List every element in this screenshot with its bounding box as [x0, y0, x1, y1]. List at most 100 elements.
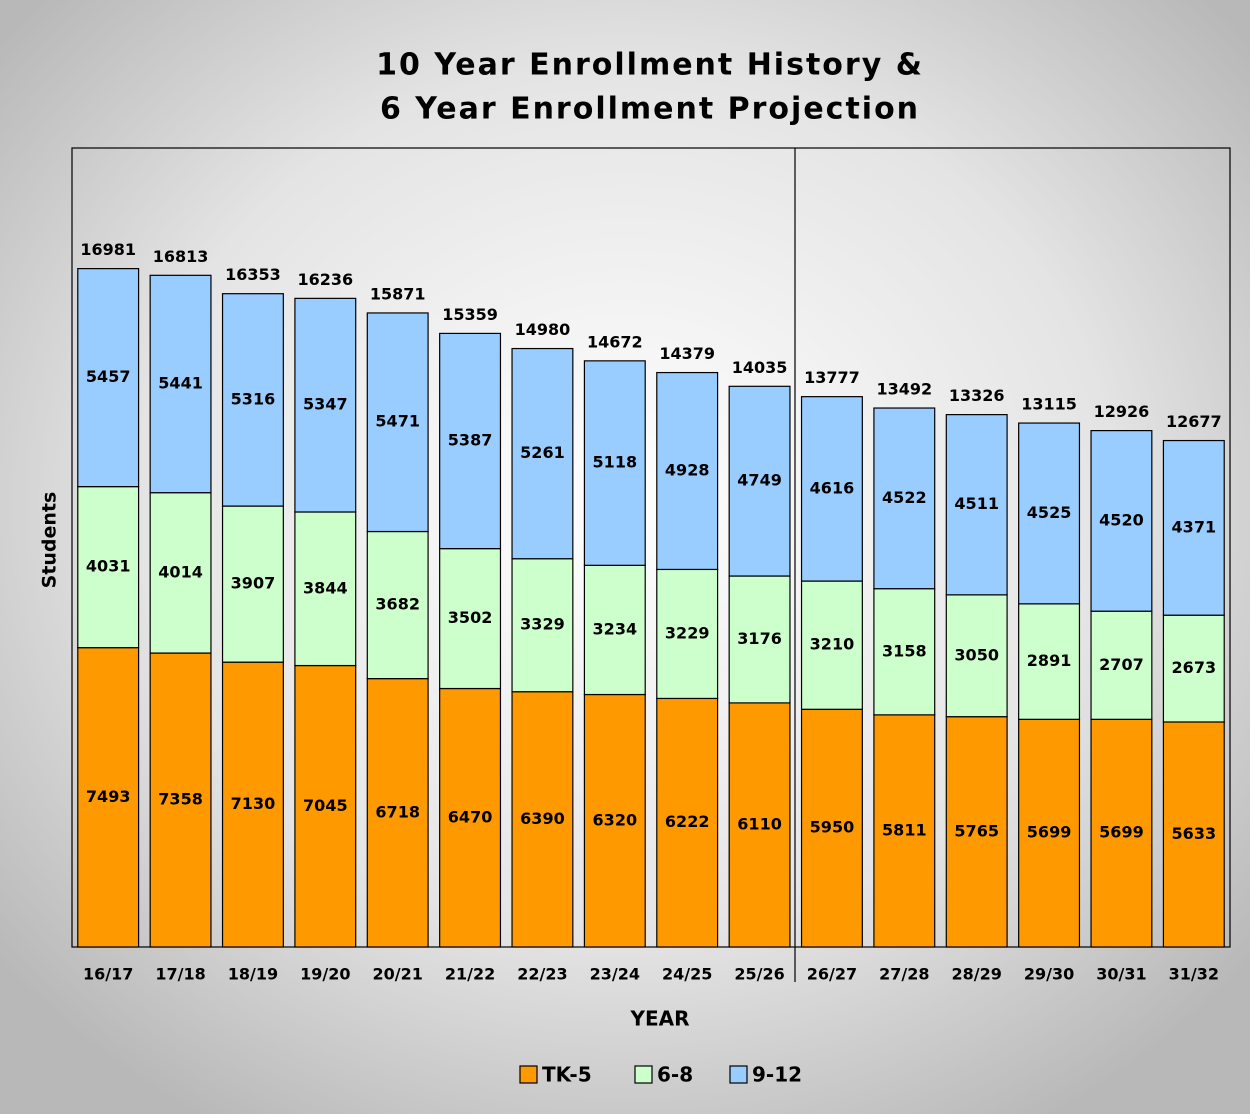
segment-label: 3907 — [231, 574, 276, 593]
segment-label: 3502 — [448, 608, 493, 627]
x-tick-label: 22/23 — [517, 965, 567, 984]
bar-segment — [149, 492, 212, 654]
bar-segment — [583, 360, 646, 566]
segment-label: 6222 — [665, 812, 710, 831]
x-tick-label: 29/30 — [1024, 965, 1074, 984]
bar-segment — [945, 716, 1008, 948]
bar-segment — [1162, 439, 1225, 616]
legend-swatch — [729, 1065, 748, 1084]
legend-label: 9-12 — [752, 1063, 802, 1087]
bar-segment — [873, 714, 936, 948]
segment-label: 6320 — [593, 810, 638, 829]
total-label: 15871 — [370, 284, 426, 303]
segment-label: 5811 — [882, 820, 927, 839]
segment-label: 4014 — [158, 562, 203, 581]
x-tick-label: 20/21 — [373, 965, 423, 984]
bar-segment — [945, 414, 1008, 596]
segment-label: 5261 — [520, 443, 565, 462]
segment-label: 7045 — [303, 796, 348, 815]
segment-label: 3158 — [882, 641, 927, 660]
x-tick-label: 16/17 — [83, 965, 133, 984]
bar-segment — [1090, 430, 1153, 612]
bar-segment — [656, 697, 719, 948]
bar-segment — [149, 274, 212, 494]
y-axis-title: Students — [39, 492, 61, 589]
segment-label: 5316 — [231, 389, 276, 408]
x-tick-label: 24/25 — [662, 965, 712, 984]
x-tick-label: 27/28 — [879, 965, 929, 984]
bar-segment — [728, 575, 791, 704]
bar-segment — [945, 594, 1008, 718]
segment-label: 4525 — [1027, 503, 1072, 522]
bar-segment — [294, 297, 357, 513]
x-tick-label: 23/24 — [590, 965, 640, 984]
legend-label: TK-5 — [542, 1063, 592, 1087]
segment-label: 4749 — [737, 471, 782, 490]
x-tick-label: 30/31 — [1096, 965, 1146, 984]
bar-segment — [1090, 610, 1153, 720]
total-label: 16981 — [80, 240, 136, 259]
bar-segment — [1018, 603, 1081, 720]
total-label: 14379 — [659, 344, 715, 363]
x-tick-label: 18/19 — [228, 965, 278, 984]
legend-label: 6-8 — [657, 1063, 693, 1087]
bar-segment — [439, 548, 502, 690]
x-tick-label: 17/18 — [155, 965, 205, 984]
segment-label: 5387 — [448, 431, 493, 450]
legend-swatch — [519, 1065, 538, 1084]
bar-segment — [656, 371, 719, 571]
segment-label: 3176 — [737, 629, 782, 648]
segment-label: 4031 — [86, 557, 131, 576]
bar-segment — [77, 647, 140, 948]
segment-label: 2707 — [1099, 655, 1144, 674]
segment-label: 6390 — [520, 809, 565, 828]
bar-segment — [1018, 422, 1081, 605]
segment-label: 5457 — [86, 367, 131, 386]
total-label: 14035 — [732, 358, 788, 377]
bar-segment — [511, 691, 574, 948]
segment-label: 5699 — [1027, 823, 1072, 842]
segment-label: 4616 — [810, 478, 855, 497]
segment-label: 2891 — [1027, 651, 1072, 670]
bar-segment — [656, 568, 719, 700]
bar-segment — [77, 268, 140, 488]
segment-label: 3844 — [303, 578, 348, 597]
bar-segment — [294, 511, 357, 667]
plot-frame — [71, 147, 1231, 948]
bar-segment — [511, 347, 574, 560]
bar-segment — [221, 505, 284, 663]
segment-label: 3050 — [954, 645, 999, 664]
total-label: 16813 — [153, 247, 209, 266]
segment-label: 4928 — [665, 460, 710, 479]
bar-segment — [1162, 721, 1225, 948]
segment-label: 4520 — [1099, 510, 1144, 529]
segment-label: 3329 — [520, 615, 565, 634]
segment-label: 6110 — [737, 814, 782, 833]
segment-label: 2673 — [1172, 658, 1217, 677]
bar-segment — [149, 652, 212, 948]
segment-label: 5765 — [954, 821, 999, 840]
segment-label: 7493 — [86, 787, 131, 806]
segment-label: 5471 — [375, 412, 420, 431]
bar-segment — [1018, 718, 1081, 948]
segment-label: 7358 — [158, 790, 203, 809]
x-axis-title: YEAR — [629, 1007, 689, 1031]
chart-title: 10 Year Enrollment History & — [376, 48, 924, 83]
bar-segment — [873, 407, 936, 590]
segment-label: 6470 — [448, 807, 493, 826]
total-label: 13115 — [1021, 395, 1077, 414]
segment-label: 3210 — [810, 635, 855, 654]
x-tick-label: 28/29 — [952, 965, 1002, 984]
bar-segment — [221, 661, 284, 948]
segment-label: 5118 — [593, 453, 638, 472]
x-tick-label: 26/27 — [807, 965, 857, 984]
segment-label: 5347 — [303, 395, 348, 414]
legend-swatch — [634, 1065, 653, 1084]
total-label: 13326 — [949, 386, 1005, 405]
segment-label: 6718 — [375, 802, 420, 821]
bar-segment — [1090, 718, 1153, 948]
bar-segment — [221, 293, 284, 507]
segment-label: 4522 — [882, 488, 927, 507]
bar-segment — [728, 385, 791, 577]
